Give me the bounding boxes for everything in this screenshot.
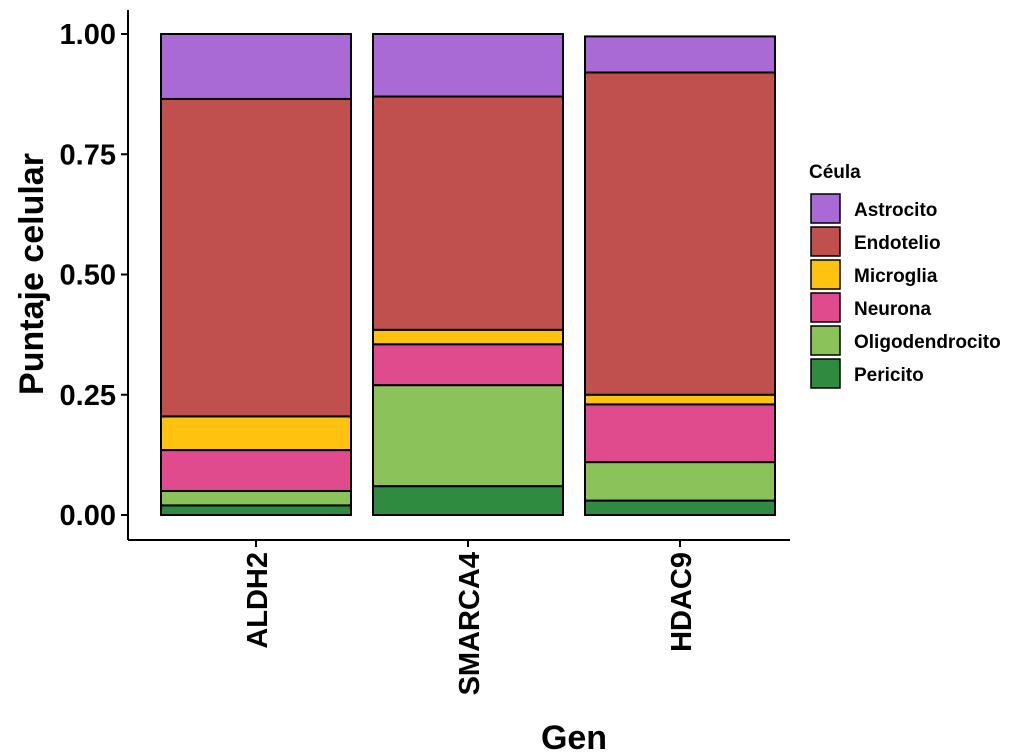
bar-segment-aldh2-endotelio [160,97,352,418]
bar-segment-hdac9-pericito [584,499,776,517]
y-tick-label: 0.75 [60,139,116,171]
bar-segment-smarca4-microglia [372,328,564,346]
bar-segment-smarca4-astrocito [372,33,564,98]
bar-segment-hdac9-oligodendrocito [584,461,776,502]
legend-title: Céula [809,162,861,183]
bar-segment-hdac9-neurona [584,403,776,464]
axes-group: 0.00 0.25 0.50 0.75 1.00 ALDH2 SMARCA4 HDAC9 [60,10,790,695]
bar-segment-aldh2-microglia [160,415,352,452]
legend-label-oligodendrocito: Oligodendrocito [854,332,1001,353]
x-tick-label-hdac9: HDAC9 [666,552,698,652]
legend-swatch-pericito [810,358,841,389]
bar-segment-aldh2-neurona [160,449,352,492]
bar-segment-smarca4-neurona [372,343,564,387]
x-tick-label-smarca4: SMARCA4 [454,552,486,695]
x-axis-title: Gen [541,719,607,754]
legend-label-astrocito: Astrocito [854,200,937,221]
bars-group [160,33,776,517]
bar-segment-hdac9-endotelio [584,71,776,396]
legend-swatch-microglia [810,259,841,290]
y-tick-label: 0.50 [60,260,116,292]
bar-segment-hdac9-astrocito [584,35,776,74]
legend-label-pericito: Pericito [854,365,924,386]
legend-label-endotelio: Endotelio [854,233,941,254]
bar-segment-aldh2-astrocito [160,33,352,100]
legend: Céula Astrocito Endotelio Microglia Neurona… [809,162,1001,389]
legend-swatch-oligodendrocito [810,325,841,356]
y-tick-label: 1.00 [60,19,116,51]
y-tick-label: 0.25 [60,380,116,412]
bar-segment-aldh2-oligodendrocito [160,489,352,507]
bar-segment-smarca4-oligodendrocito [372,384,564,488]
bar-segment-smarca4-pericito [372,485,564,517]
x-tick-label-aldh2: ALDH2 [242,552,274,649]
legend-label-microglia: Microglia [854,266,938,287]
legend-swatch-neurona [810,292,841,323]
bar-segment-aldh2-pericito [160,504,352,517]
legend-label-neurona: Neurona [854,299,932,320]
legend-swatch-astrocito [810,193,841,224]
legend-swatch-endotelio [810,226,841,257]
bar-segment-smarca4-endotelio [372,95,564,331]
bar-segment-hdac9-microglia [584,393,776,406]
y-axis-title: Puntaje celular [13,153,51,395]
y-tick-label: 0.00 [60,500,116,532]
